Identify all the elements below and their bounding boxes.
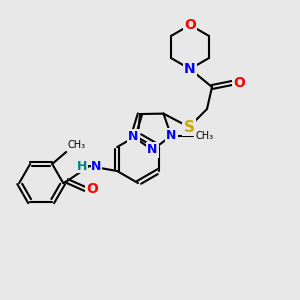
Text: H: H — [77, 160, 87, 172]
Text: S: S — [184, 119, 194, 134]
Text: N: N — [147, 143, 158, 157]
Text: N: N — [184, 62, 196, 76]
Text: N: N — [91, 160, 102, 172]
Text: H: H — [77, 160, 87, 172]
Text: N: N — [166, 129, 176, 142]
Text: O: O — [233, 76, 245, 90]
Text: N: N — [91, 160, 102, 172]
Text: N: N — [128, 130, 138, 143]
Text: N: N — [166, 129, 176, 142]
Text: O: O — [86, 182, 98, 196]
Text: O: O — [184, 18, 196, 32]
Text: S: S — [184, 119, 194, 134]
Text: CH₃: CH₃ — [195, 131, 213, 141]
Text: CH₃: CH₃ — [67, 140, 85, 150]
